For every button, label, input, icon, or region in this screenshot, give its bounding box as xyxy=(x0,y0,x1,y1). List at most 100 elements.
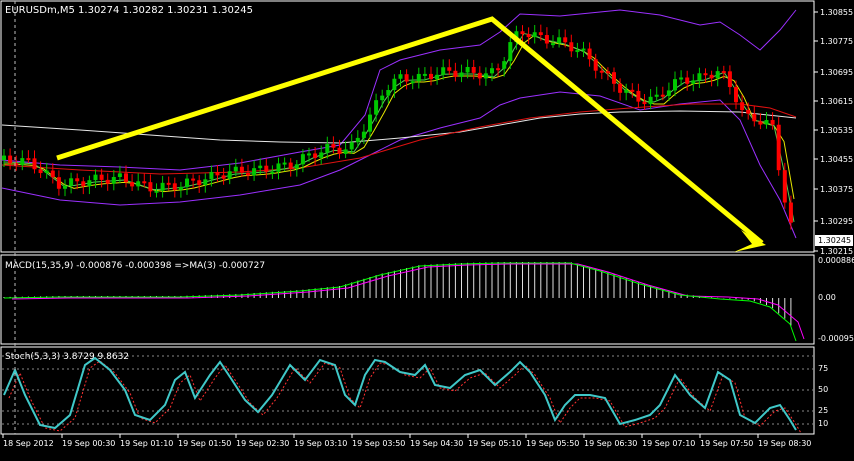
bear-candle xyxy=(660,94,665,97)
bull-candle xyxy=(319,152,324,158)
bear-candle xyxy=(477,72,482,79)
bear-candle xyxy=(636,90,641,102)
macd-pane[interactable]: MACD(15,35,9) -0.000876 -0.000398 =>MA(3… xyxy=(0,254,815,345)
bear-candle xyxy=(56,177,61,189)
bear-candle xyxy=(727,71,732,88)
bull-candle xyxy=(380,95,385,101)
bear-candle xyxy=(148,182,153,192)
bull-candle xyxy=(209,171,214,180)
time-label: 19 Sep 03:10 xyxy=(294,439,347,448)
bear-candle xyxy=(593,59,598,71)
price-axis: 1.30855 1.30775 1.30695 1.30615 1.30535 1.304… xyxy=(814,8,854,428)
stochastic-pane[interactable]: Stoch(5,3,3) 3.8729 9.8632 xyxy=(0,346,815,435)
bear-candle xyxy=(544,35,549,44)
bull-candle xyxy=(343,149,348,154)
macd-scale-label: 0.000886 xyxy=(818,256,854,265)
bear-candle xyxy=(612,72,616,84)
stoch-main-line xyxy=(3,356,797,431)
bear-candle xyxy=(642,101,647,105)
bull-candle xyxy=(654,94,659,97)
bull-candle xyxy=(666,90,671,96)
long-ma-line xyxy=(1,110,797,144)
bear-candle xyxy=(538,32,543,36)
bull-candle xyxy=(20,158,25,165)
bear-candle xyxy=(331,144,336,148)
bull-candle xyxy=(673,79,677,91)
time-label: 18 Sep 2012 xyxy=(3,439,54,448)
macd-header: MACD(15,35,9) -0.000876 -0.000398 =>MA(3… xyxy=(5,261,265,271)
bear-candle xyxy=(721,71,726,74)
bull-candle xyxy=(185,178,189,187)
bull-candle xyxy=(178,186,183,190)
main-pane-border xyxy=(0,0,815,253)
macd-main-line xyxy=(3,262,797,342)
bull-candle xyxy=(490,68,494,74)
bull-candle xyxy=(465,67,470,73)
bull-candle xyxy=(270,171,275,174)
bear-candle xyxy=(447,67,452,71)
bull-candle xyxy=(410,81,415,84)
bear-candle xyxy=(782,170,787,203)
time-label: 19 Sep 05:10 xyxy=(468,439,521,448)
bear-candle xyxy=(752,113,757,122)
bull-candle xyxy=(252,168,257,176)
bear-candle xyxy=(618,83,623,93)
time-label: 19 Sep 01:10 xyxy=(120,439,173,448)
time-label: 19 Sep 04:30 xyxy=(410,439,463,448)
bull-candle xyxy=(691,80,696,84)
bear-candle xyxy=(709,74,714,79)
bull-candle xyxy=(441,67,446,75)
bull-candle xyxy=(508,42,513,62)
bear-candle xyxy=(520,31,525,35)
stochastic-lines xyxy=(2,355,814,434)
stoch-signal-line xyxy=(8,360,802,434)
indicator-lines xyxy=(1,9,797,239)
bear-candle xyxy=(587,48,592,60)
bear-candle xyxy=(264,165,269,172)
bear-candle xyxy=(630,89,635,92)
bull-candle xyxy=(276,163,281,172)
bull-candle xyxy=(551,43,555,46)
lower-band-line xyxy=(1,91,797,239)
bull-candle xyxy=(136,181,141,187)
price-label: 1.30455 xyxy=(820,155,853,164)
macd-pane-border xyxy=(0,254,815,345)
bear-candle xyxy=(75,178,80,182)
bull-candle xyxy=(386,90,391,96)
bull-candle xyxy=(2,155,6,160)
bull-candle xyxy=(160,182,165,191)
main-header: EURUSDm,M5 1.30274 1.30282 1.30231 1.302… xyxy=(5,5,253,16)
bull-candle xyxy=(300,154,305,165)
time-label: 19 Sep 01:50 xyxy=(178,439,231,448)
bear-candle xyxy=(758,121,763,125)
bear-candle xyxy=(172,183,177,190)
arrow-head xyxy=(734,230,766,252)
bull-candle xyxy=(44,170,49,174)
stoch-scale-label: 10 xyxy=(818,419,828,428)
price-label: 1.30615 xyxy=(820,97,853,106)
stoch-header: Stoch(5,3,3) 3.8729 9.8632 xyxy=(5,352,129,362)
time-label: 19 Sep 02:30 xyxy=(236,439,289,448)
bear-candle xyxy=(8,155,13,164)
bear-candle xyxy=(50,170,55,178)
time-label: 19 Sep 07:50 xyxy=(700,439,753,448)
time-label: 19 Sep 05:50 xyxy=(526,439,579,448)
main-price-pane[interactable]: EURUSDm,M5 1.30274 1.30282 1.30231 1.302… xyxy=(0,0,815,253)
bear-candle xyxy=(221,175,226,179)
bull-candle xyxy=(294,164,299,169)
bear-candle xyxy=(124,173,128,183)
bull-candle xyxy=(355,137,360,143)
bear-candle xyxy=(496,68,501,71)
bull-candle xyxy=(416,73,421,82)
bear-candle xyxy=(788,202,793,223)
bear-candle xyxy=(685,77,690,84)
bull-candle xyxy=(715,71,720,79)
bear-candle xyxy=(776,124,781,171)
bull-candle xyxy=(154,190,159,193)
bull-candle xyxy=(282,162,287,165)
bear-candle xyxy=(99,174,104,180)
mid-ma-line xyxy=(1,103,797,175)
time-label: 19 Sep 00:30 xyxy=(62,439,115,448)
current-price-box xyxy=(815,235,853,246)
